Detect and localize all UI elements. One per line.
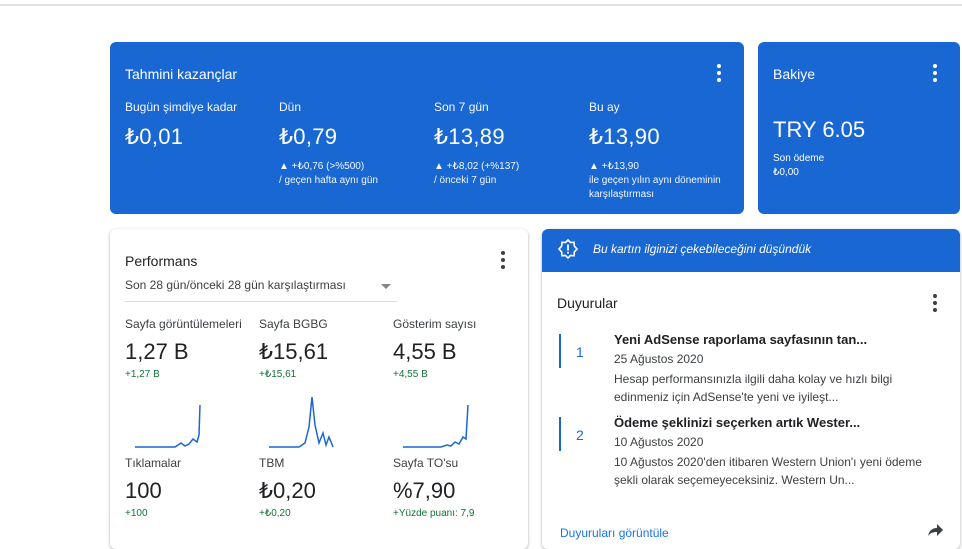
share-icon[interactable] (927, 521, 945, 539)
earnings-month-value: ₺13,90 (589, 124, 660, 149)
earnings-today-value: ₺0,01 (125, 124, 184, 149)
earnings-7d-value: ₺13,89 (434, 124, 505, 149)
performance-title: Performans (125, 253, 198, 269)
announcements-more-menu-icon[interactable] (926, 292, 944, 314)
metric-impressions[interactable]: Gösterim sayısı 4,55 B +4,55 B (393, 317, 518, 380)
metric-value: ₺15,61 (259, 339, 329, 364)
balance-card: Bakiye TRY 6.05 Son ödeme ₺0,00 (758, 42, 960, 214)
last-payment-label: Son ödeme (773, 153, 825, 164)
announcement-title: Ödeme şeklinizi seçerken artık Wester... (614, 415, 861, 430)
performance-card: Performans Son 28 gün/önceki 28 gün karş… (110, 229, 528, 549)
metric-clicks[interactable]: Tıklamalar 100 +100 (125, 456, 250, 519)
metric-page-rpm[interactable]: Sayfa BGBG ₺15,61 +₺15,61 (259, 317, 384, 380)
balance-value: TRY 6.05 (773, 117, 866, 142)
metric-value: 1,27 B (125, 339, 189, 364)
earnings-yesterday-label: Dün (279, 100, 302, 114)
metric-change: +4,55 B (393, 369, 428, 380)
announcements-card: Bu kartın ilginizi çekebileceğini düşünd… (542, 229, 960, 549)
earnings-7d-label: Son 7 gün (434, 100, 489, 114)
suggestion-banner-text: Bu kartın ilginizi çekebileceğini düşünd… (593, 242, 812, 256)
announcement-number: 2 (576, 427, 584, 443)
chevron-down-icon (381, 284, 391, 289)
announcement-date: 25 Ağustos 2020 (614, 352, 704, 366)
metric-value: %7,90 (393, 478, 456, 503)
earnings-title: Tahmini kazançlar (125, 66, 238, 82)
earnings-yesterday: Dün ₺0,79 ▲ +₺0,76 (>%500) / geçen hafta… (279, 100, 429, 188)
metric-change: +Yüzde puanı: 7,9 (393, 508, 475, 519)
announcement-title: Yeni AdSense raporlama sayfasının tan... (614, 332, 868, 347)
announcement-marker (559, 334, 561, 368)
comparison-range-dropdown[interactable]: Son 28 gün/önceki 28 gün karşılaştırması (125, 278, 397, 302)
metric-label: Gösterim sayısı (393, 317, 477, 331)
announcement-number: 1 (576, 344, 584, 360)
view-announcements-link[interactable]: Duyuruları görüntüle (560, 526, 669, 540)
performance-more-menu-icon[interactable] (494, 249, 512, 271)
balance-title: Bakiye (773, 66, 816, 82)
comparison-range-value: Son 28 gün/önceki 28 gün karşılaştırması (125, 278, 346, 292)
announcement-description: Hesap performansınızla ilgili daha kolay… (614, 372, 893, 404)
metric-label: Sayfa TO'su (393, 456, 459, 470)
earnings-yesterday-value: ₺0,79 (279, 124, 338, 149)
balance-more-menu-icon[interactable] (926, 62, 944, 84)
metric-cpc[interactable]: TBM ₺0,20 +₺0,20 (259, 456, 384, 519)
metric-page-views[interactable]: Sayfa görüntülemeleri 1,27 B +1,27 B (125, 317, 250, 380)
metric-change: +100 (125, 508, 148, 519)
announcement-item[interactable]: 2 Ödeme şeklinizi seçerken artık Wester.… (559, 415, 949, 491)
announcement-description: 10 Ağustos 2020'den itibaren Western Uni… (614, 455, 922, 487)
metric-label: Sayfa BGBG (259, 317, 328, 331)
announcement-date: 10 Ağustos 2020 (614, 435, 704, 449)
estimated-earnings-card: Tahmini kazançlar Bugün şimdiye kadar ₺0… (110, 42, 744, 214)
earnings-yesterday-compare: / geçen hafta aynı gün (279, 175, 378, 186)
earnings-last-7-days: Son 7 gün ₺13,89 ▲ +₺8,02 (+%137) / önce… (434, 100, 584, 188)
suggestion-banner: Bu kartın ilginizi çekebileceğini düşünd… (542, 229, 960, 272)
metric-change: +₺0,20 (259, 508, 291, 519)
earnings-month-compare: ile geçen yılın aynı döneminin karşılaşt… (589, 175, 721, 200)
impressions-sparkline (403, 404, 469, 448)
metric-value: 4,55 B (393, 339, 457, 364)
page-rpm-sparkline (269, 397, 334, 448)
earnings-more-menu-icon[interactable] (710, 62, 728, 84)
metric-change: +₺15,61 (259, 369, 297, 380)
earnings-today: Bugün şimdiye kadar ₺0,01 (125, 100, 275, 150)
metric-label: Sayfa görüntülemeleri (125, 317, 242, 331)
earnings-month-change: ▲ +₺13,90 (589, 161, 639, 172)
metric-label: TBM (259, 456, 285, 470)
earnings-7d-compare: / önceki 7 gün (434, 175, 497, 186)
last-payment-value: ₺0,00 (773, 167, 799, 178)
announcements-title: Duyurular (557, 295, 618, 311)
announcement-marker (559, 417, 561, 451)
page-views-sparkline (135, 404, 201, 448)
metric-value: ₺0,20 (259, 478, 316, 503)
announcement-item[interactable]: 1 Yeni AdSense raporlama sayfasının tan.… (559, 332, 949, 408)
metric-page-ctr[interactable]: Sayfa TO'su %7,90 +Yüzde puanı: 7,9 (393, 456, 518, 519)
metric-change: +1,27 B (125, 369, 160, 380)
earnings-today-label: Bugün şimdiye kadar (125, 100, 238, 114)
badge-alert-icon (558, 239, 578, 259)
metric-value: 100 (125, 478, 162, 503)
earnings-yesterday-change: ▲ +₺0,76 (>%500) (279, 161, 365, 172)
earnings-month-label: Bu ay (589, 100, 620, 114)
top-divider (0, 4, 962, 6)
metric-label: Tıklamalar (125, 456, 182, 470)
earnings-this-month: Bu ay ₺13,90 ▲ +₺13,90 ile geçen yılın a… (589, 100, 734, 202)
earnings-7d-change: ▲ +₺8,02 (+%137) (434, 161, 520, 172)
